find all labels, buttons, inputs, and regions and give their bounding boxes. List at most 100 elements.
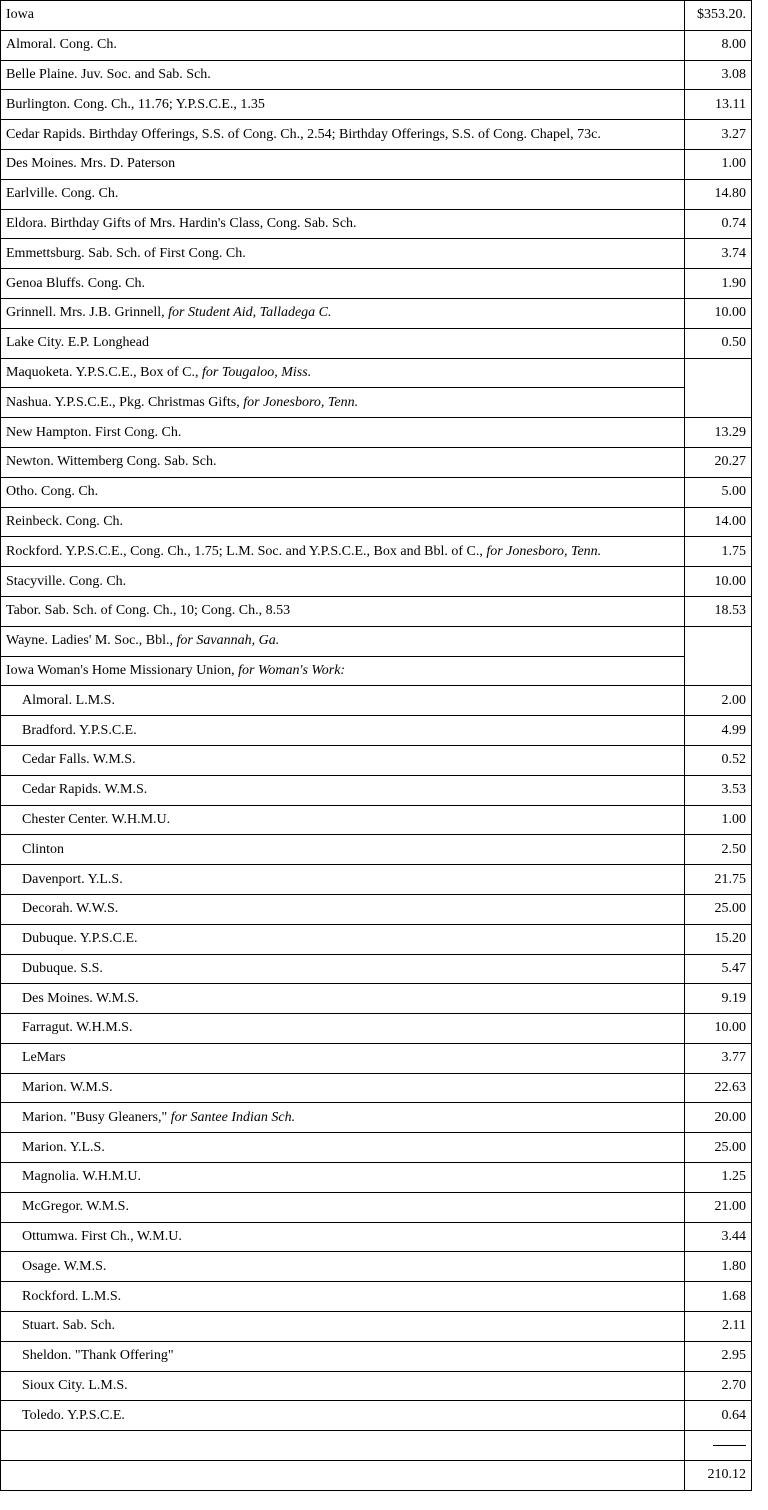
total-row: 210.12 bbox=[0, 1460, 752, 1491]
empty-amount-cell bbox=[684, 357, 752, 388]
entry-label-cell: Reinbeck. Cong. Ch. bbox=[0, 506, 685, 538]
entry-row: Rockford. Y.P.S.C.E., Cong. Ch., 1.75; L… bbox=[0, 536, 752, 568]
entry-amount: 1.80 bbox=[684, 1251, 752, 1283]
entry-amount: 0.74 bbox=[684, 208, 752, 240]
entry-label: Chester Center. W.H.M.U. bbox=[22, 811, 171, 827]
entry-row: Eldora. Birthday Gifts of Mrs. Hardin's … bbox=[0, 208, 752, 240]
entry-label-cell: New Hampton. First Cong. Ch. bbox=[0, 417, 685, 448]
entry-row: Rockford. L.M.S. 1.68 bbox=[0, 1281, 752, 1313]
entry-label-cell: Nashua. Y.P.S.C.E., Pkg. Christmas Gifts… bbox=[0, 387, 685, 419]
entry-note: for Tougaloo, Miss. bbox=[202, 364, 312, 380]
entry-label: Rockford. L.M.S. bbox=[22, 1288, 122, 1304]
entry-label: Emmettsburg. Sab. Sch. of First Cong. Ch… bbox=[6, 245, 246, 261]
entry-amount: 3.27 bbox=[684, 119, 752, 150]
entry-row: Stuart. Sab. Sch. 2.11 bbox=[0, 1311, 752, 1342]
entry-label-cell: Genoa Bluffs. Cong. Ch. bbox=[0, 268, 685, 299]
entry-row: Almoral. L.M.S. 2.00 bbox=[0, 685, 752, 717]
entry-amount: 5.00 bbox=[684, 476, 752, 508]
entry-label: Rockford. Y.P.S.C.E., Cong. Ch., 1.75; L… bbox=[6, 543, 483, 559]
entry-label: Nashua. Y.P.S.C.E., Pkg. Christmas Gifts… bbox=[6, 394, 240, 410]
entry-label-cell: Stacyville. Cong. Ch. bbox=[0, 566, 685, 597]
entry-label: Almoral. Cong. Ch. bbox=[6, 37, 117, 53]
entry-row: Clinton 2.50 bbox=[0, 834, 752, 866]
entry-row: Des Moines. W.M.S. 9.19 bbox=[0, 983, 752, 1015]
entry-amount: 2.00 bbox=[684, 685, 752, 717]
entry-label: Lake City. E.P. Longhead bbox=[6, 335, 149, 351]
entry-amount: 18.53 bbox=[684, 595, 752, 627]
entry-label-cell: Emmettsburg. Sab. Sch. of First Cong. Ch… bbox=[0, 238, 685, 270]
entry-label-cell: Sioux City. L.M.S. bbox=[0, 1370, 685, 1402]
entry-label: Grinnell. Mrs. J.B. Grinnell, bbox=[6, 305, 165, 321]
entry-row: McGregor. W.M.S. 21.00 bbox=[0, 1191, 752, 1223]
entry-label-cell: Magnolia. W.H.M.U. bbox=[0, 1162, 685, 1193]
entry-row: Dubuque. Y.P.S.C.E. 15.20 bbox=[0, 923, 752, 955]
entry-label: Clinton bbox=[22, 841, 65, 857]
entry-label-cell: Dubuque. S.S. bbox=[0, 953, 685, 985]
entry-amount: 2.95 bbox=[684, 1340, 752, 1372]
entry-row: Newton. Wittemberg Cong. Sab. Sch. 20.27 bbox=[0, 446, 752, 478]
entry-label: Bradford. Y.P.S.C.E. bbox=[22, 722, 137, 738]
entry-amount: 3.08 bbox=[684, 59, 752, 91]
entry-label-cell: LeMars bbox=[0, 1042, 685, 1074]
entry-amount: 8.00 bbox=[684, 29, 752, 61]
entry-label-cell: Decorah. W.W.S. bbox=[0, 893, 685, 925]
entry-amount: 3.77 bbox=[684, 1042, 752, 1074]
entry-label: Dubuque. Y.P.S.C.E. bbox=[22, 931, 138, 947]
entry-row: Sheldon. "Thank Offering" 2.95 bbox=[0, 1340, 752, 1372]
entry-label-cell: Cedar Rapids. W.M.S. bbox=[0, 774, 685, 806]
entry-row: Farragut. W.H.M.S. 10.00 bbox=[0, 1013, 752, 1044]
entry-amount: 14.00 bbox=[684, 506, 752, 538]
entry-amount: 21.00 bbox=[684, 1191, 752, 1223]
entry-label: Decorah. W.W.S. bbox=[22, 901, 119, 917]
entry-label-cell: Iowa Woman's Home Missionary Union, for … bbox=[0, 655, 685, 687]
entry-row: Nashua. Y.P.S.C.E., Pkg. Christmas Gifts… bbox=[0, 387, 752, 419]
entry-label-cell: Cedar Falls. W.M.S. bbox=[0, 744, 685, 776]
entry-amount: 2.11 bbox=[684, 1311, 752, 1342]
entry-amount: 3.53 bbox=[684, 774, 752, 806]
entry-row: Chester Center. W.H.M.U. 1.00 bbox=[0, 804, 752, 836]
entry-amount: 1.00 bbox=[684, 804, 752, 836]
entry-label: Sheldon. "Thank Offering" bbox=[22, 1348, 174, 1364]
separator-row bbox=[0, 1430, 752, 1462]
entry-note: for Student Aid, Talladega C. bbox=[168, 305, 332, 321]
entry-label-cell: Burlington. Cong. Ch., 11.76; Y.P.S.C.E.… bbox=[0, 89, 685, 121]
entry-label-cell: Eldora. Birthday Gifts of Mrs. Hardin's … bbox=[0, 208, 685, 240]
entry-amount: 4.99 bbox=[684, 715, 752, 746]
entry-amount: 1.90 bbox=[684, 268, 752, 299]
entry-row: Davenport. Y.L.S. 21.75 bbox=[0, 864, 752, 895]
entry-row: Toledo. Y.P.S.C.E. 0.64 bbox=[0, 1400, 752, 1432]
entry-label-cell: Tabor. Sab. Sch. of Cong. Ch., 10; Cong.… bbox=[0, 595, 685, 627]
entry-label: Farragut. W.H.M.S. bbox=[22, 1020, 133, 1036]
entry-label: Stuart. Sab. Sch. bbox=[22, 1318, 115, 1334]
entry-amount: 21.75 bbox=[684, 864, 752, 895]
entry-row: Cedar Rapids. W.M.S. 3.53 bbox=[0, 774, 752, 806]
sum-rule bbox=[713, 1444, 746, 1446]
entry-row: Decorah. W.W.S. 25.00 bbox=[0, 893, 752, 925]
entry-label: Marion. "Busy Gleaners," bbox=[22, 1109, 168, 1125]
entry-label-cell: Rockford. Y.P.S.C.E., Cong. Ch., 1.75; L… bbox=[0, 536, 685, 568]
entry-amount: 1.25 bbox=[684, 1162, 752, 1193]
entry-label-cell: Davenport. Y.L.S. bbox=[0, 864, 685, 895]
entry-amount: 25.00 bbox=[684, 1132, 752, 1164]
entry-row: Burlington. Cong. Ch., 11.76; Y.P.S.C.E.… bbox=[0, 89, 752, 121]
entry-label: Eldora. Birthday Gifts of Mrs. Hardin's … bbox=[6, 215, 357, 231]
entry-label-cell: Marion. W.M.S. bbox=[0, 1072, 685, 1104]
entry-amount: 13.11 bbox=[684, 89, 752, 121]
entry-label: Toledo. Y.P.S.C.E. bbox=[22, 1407, 125, 1423]
entry-label: Iowa Woman's Home Missionary Union, bbox=[6, 662, 235, 678]
entry-note: for Savannah, Ga. bbox=[176, 633, 280, 649]
entry-row: Dubuque. S.S. 5.47 bbox=[0, 953, 752, 985]
entry-label: Stacyville. Cong. Ch. bbox=[6, 573, 127, 589]
entry-label-cell: Toledo. Y.P.S.C.E. bbox=[0, 1400, 685, 1432]
entry-row: New Hampton. First Cong. Ch. 13.29 bbox=[0, 417, 752, 448]
entry-row: Lake City. E.P. Longhead 0.50 bbox=[0, 327, 752, 359]
entry-label-cell: Grinnell. Mrs. J.B. Grinnell, for Studen… bbox=[0, 297, 685, 329]
entry-amount: 2.70 bbox=[684, 1370, 752, 1402]
entry-row: Wayne. Ladies' M. Soc., Bbl., for Savann… bbox=[0, 625, 752, 657]
entry-row: Genoa Bluffs. Cong. Ch. 1.90 bbox=[0, 268, 752, 299]
entry-row: Iowa $353.20. bbox=[0, 0, 752, 31]
empty-cell bbox=[0, 1460, 685, 1491]
entry-amount: 1.00 bbox=[684, 148, 752, 180]
entry-row: Grinnell. Mrs. J.B. Grinnell, for Studen… bbox=[0, 297, 752, 329]
